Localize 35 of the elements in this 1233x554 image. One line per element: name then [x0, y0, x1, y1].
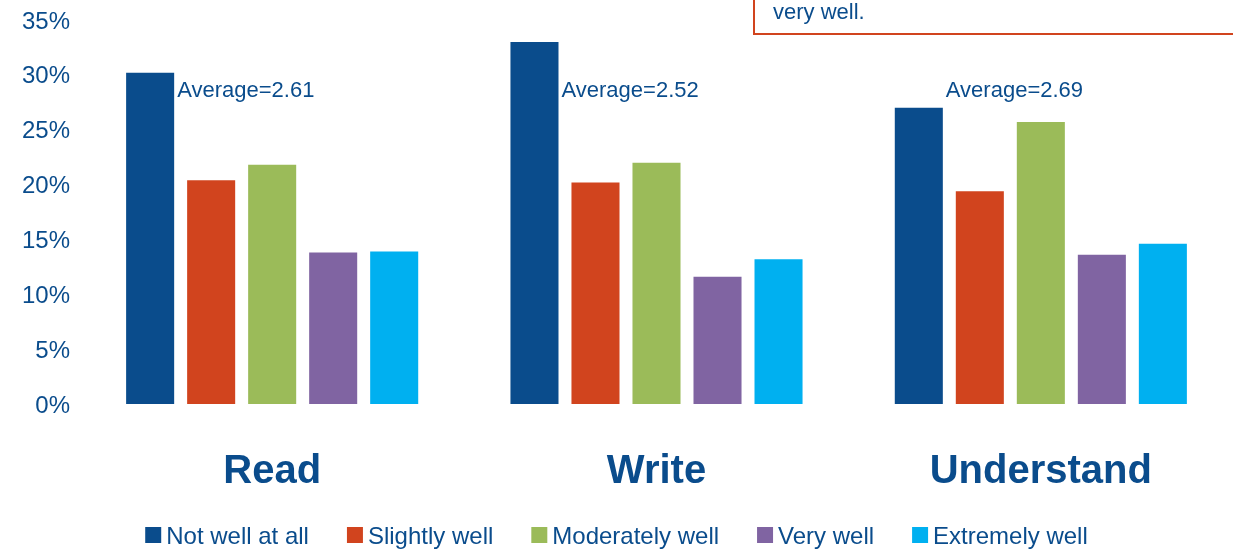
bar [955, 191, 1004, 404]
bar [248, 164, 297, 404]
legend-label: Slightly well [367, 521, 494, 549]
bar [309, 252, 358, 404]
bar [1077, 254, 1126, 404]
annotation: Average=2.52 [561, 76, 699, 102]
bar [126, 72, 175, 404]
x-tick-label: Write [606, 447, 707, 491]
legend-label: Moderately well [552, 521, 720, 549]
bar [510, 41, 559, 404]
legend-label: Not well at all [166, 521, 309, 549]
x-tick-label: Read [223, 447, 322, 491]
y-tick-label: 10% [21, 280, 70, 308]
bar [1016, 122, 1065, 404]
bar [370, 251, 419, 404]
y-tick-label: 5% [35, 335, 70, 363]
bar [1138, 243, 1187, 404]
x-tick-label: Understand [929, 447, 1152, 491]
y-tick-label: 15% [21, 225, 70, 253]
legend-label: Extremely well [933, 521, 1088, 549]
annotation: Average=2.61 [177, 76, 315, 102]
y-tick-label: 30% [21, 61, 70, 89]
annotation: very well. [773, 0, 865, 24]
bar [571, 182, 620, 404]
legend-label: Very well [778, 521, 875, 549]
y-tick-label: 35% [21, 6, 70, 34]
bar [693, 276, 742, 404]
y-tick-label: 0% [35, 390, 70, 418]
y-tick-label: 25% [21, 116, 70, 144]
bar [632, 162, 681, 404]
bar [894, 107, 943, 404]
annotation: Average=2.69 [945, 76, 1084, 102]
bar [754, 259, 803, 404]
bar [187, 180, 236, 404]
y-tick-label: 20% [21, 171, 70, 199]
